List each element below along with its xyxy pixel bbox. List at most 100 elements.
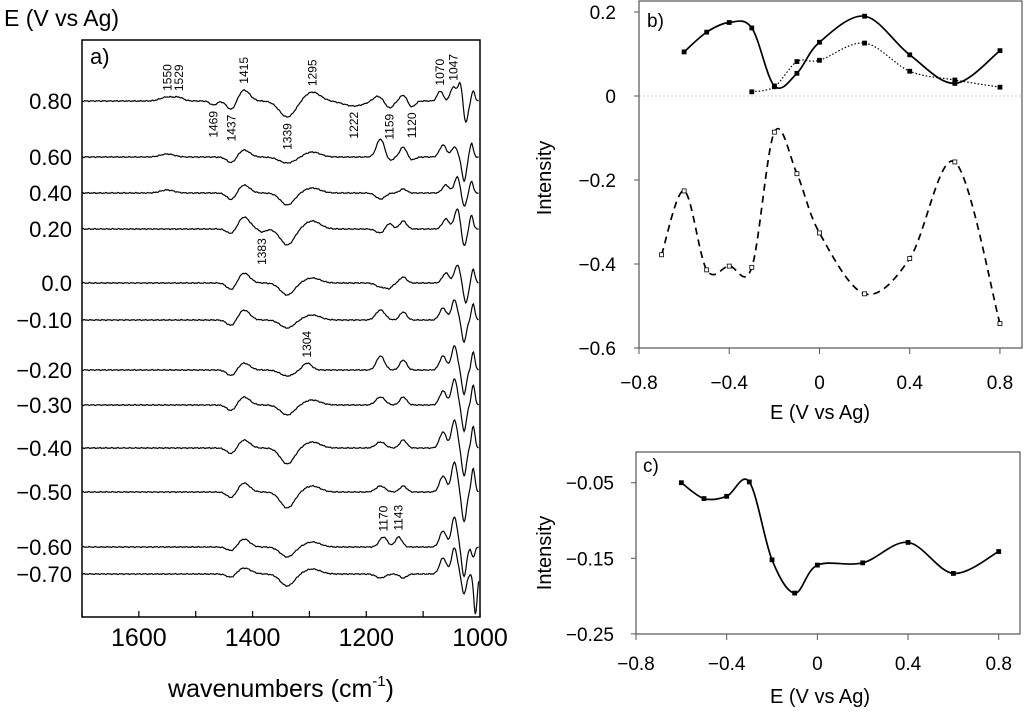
peak-annotation: 1529 xyxy=(172,64,186,91)
panel-b-x-axis-label: E (V vs Ag) xyxy=(770,402,870,424)
spectrum-line xyxy=(81,345,479,397)
x-tick-label: 0.8 xyxy=(987,373,1013,394)
series-potential-label: 0.60 xyxy=(29,145,72,170)
data-point-marker xyxy=(997,321,1003,327)
panel-b-y-axis-label: Intensity xyxy=(534,141,556,215)
data-point-marker xyxy=(907,68,913,74)
data-point-marker xyxy=(950,571,956,576)
peak-annotation: 1550 xyxy=(160,64,174,91)
series-potential-label: −0.10 xyxy=(16,308,72,333)
panel-a-label: a) xyxy=(90,44,110,69)
data-point-marker xyxy=(907,256,913,261)
x-tick-label: −0.8 xyxy=(620,373,658,394)
panel-b-frame xyxy=(638,0,1023,349)
data-point-marker xyxy=(817,57,822,63)
data-point-marker xyxy=(794,70,800,76)
x-tick-label: 0 xyxy=(812,654,823,675)
data-point-marker xyxy=(952,159,958,165)
data-point-marker xyxy=(746,479,752,485)
panel-c-label: c) xyxy=(643,456,659,477)
data-point-marker xyxy=(771,84,777,90)
data-point-marker xyxy=(862,291,867,297)
panel-c-plot: c) −0.8 −0.4 0 0.4 0.8 −0.05 −0.15 −0.25 Intens… xyxy=(534,451,1021,708)
data-point-marker xyxy=(726,20,732,25)
data-point-marker xyxy=(681,188,687,194)
peak-annotation: 1070 xyxy=(433,59,447,86)
spectrum-line xyxy=(81,264,479,305)
spectrum-line xyxy=(81,81,479,124)
spectrum-line xyxy=(81,378,479,434)
data-point-marker xyxy=(749,25,755,31)
x-tick-label: 1600 xyxy=(111,624,167,652)
peak-annotation: 1222 xyxy=(347,112,361,139)
spectrum-line xyxy=(81,516,479,578)
spectrum-line xyxy=(81,461,479,523)
data-point-marker xyxy=(792,590,798,596)
data-point-marker xyxy=(724,493,730,499)
data-point-marker xyxy=(749,264,755,270)
x-tick-label: −0.4 xyxy=(710,373,748,394)
panel-b-label: b) xyxy=(647,11,664,32)
data-point-marker xyxy=(704,29,710,35)
data-point-marker xyxy=(704,267,710,273)
spectrum-line xyxy=(81,419,479,478)
data-point-marker xyxy=(681,49,687,55)
peak-annotation: 1469 xyxy=(206,111,220,138)
data-point-marker xyxy=(907,52,913,58)
series-potential-label: −0.20 xyxy=(16,358,72,383)
x-tick-label: 1400 xyxy=(225,624,281,652)
peak-annotation: 1295 xyxy=(305,59,319,86)
data-point-marker xyxy=(814,562,820,568)
peak-annotation: 1170 xyxy=(376,505,390,531)
data-point-marker xyxy=(997,48,1003,54)
data-point-marker xyxy=(862,13,867,19)
peak-annotation: 1304 xyxy=(300,331,314,358)
spectrum-line xyxy=(81,547,480,615)
panel-a-spectra: E (V vs Ag) a) 0.80 0.60 0.40 0.20 0.0 −0.10 −… xyxy=(4,5,508,703)
peak-annotation: 1047 xyxy=(446,54,460,81)
peak-annotation: 1383 xyxy=(255,238,269,265)
panel-b-plot: b) −0.8 −0.4 0 0.4 0.8 0.2 0 −0.2 −0.4 −0.6 Inten… xyxy=(534,0,1023,424)
panel-c-frame xyxy=(635,451,1021,635)
peak-annotation: 1339 xyxy=(280,123,294,150)
panel-a-x-axis-label: wavenumbers (cm-1) xyxy=(167,673,394,703)
series-potential-label: −0.30 xyxy=(16,393,72,418)
peak-annotation: 1437 xyxy=(225,114,239,141)
data-point-marker xyxy=(862,40,867,46)
peak-annotation: 1143 xyxy=(392,505,406,531)
y-tick-label: −0.4 xyxy=(578,255,616,276)
data-point-marker xyxy=(860,560,866,566)
peak-annotation: 1415 xyxy=(237,57,251,84)
y-tick-label: 0 xyxy=(605,87,616,108)
data-point-marker xyxy=(769,557,775,563)
series-dashed-line xyxy=(660,128,1001,324)
spectrum-line xyxy=(82,175,479,207)
x-label-sup: -1 xyxy=(372,673,385,690)
y-tick-label: −0.15 xyxy=(566,549,614,570)
x-tick-label: −0.4 xyxy=(708,654,746,675)
spectrum-line xyxy=(81,208,479,246)
panel-a-frame xyxy=(81,39,481,618)
panel-c-y-axis-label: Intensity xyxy=(534,516,556,590)
series-potential-label: −0.60 xyxy=(16,535,72,560)
x-label-close: ) xyxy=(386,675,394,703)
y-tick-label: −0.6 xyxy=(578,339,616,360)
data-point-marker xyxy=(817,230,822,236)
data-point-marker xyxy=(952,77,958,83)
y-tick-label: −0.2 xyxy=(578,171,616,192)
data-point-marker xyxy=(749,89,755,95)
x-tick-label: 1000 xyxy=(452,624,508,652)
x-tick-label: 0 xyxy=(814,373,825,394)
data-point-marker xyxy=(678,480,684,486)
spectrum-line xyxy=(81,299,479,344)
data-point-marker xyxy=(701,496,707,501)
potential-axis-label: E (V vs Ag) xyxy=(4,5,119,31)
spectrum-line xyxy=(81,138,479,183)
x-tick-label: 0.4 xyxy=(897,373,924,394)
series-potential-label: −0.40 xyxy=(16,436,72,461)
x-tick-label: 0.4 xyxy=(895,654,922,675)
data-point-marker xyxy=(997,84,1003,90)
peak-annotation: 1159 xyxy=(383,113,397,139)
series-solid-line xyxy=(683,15,1001,90)
